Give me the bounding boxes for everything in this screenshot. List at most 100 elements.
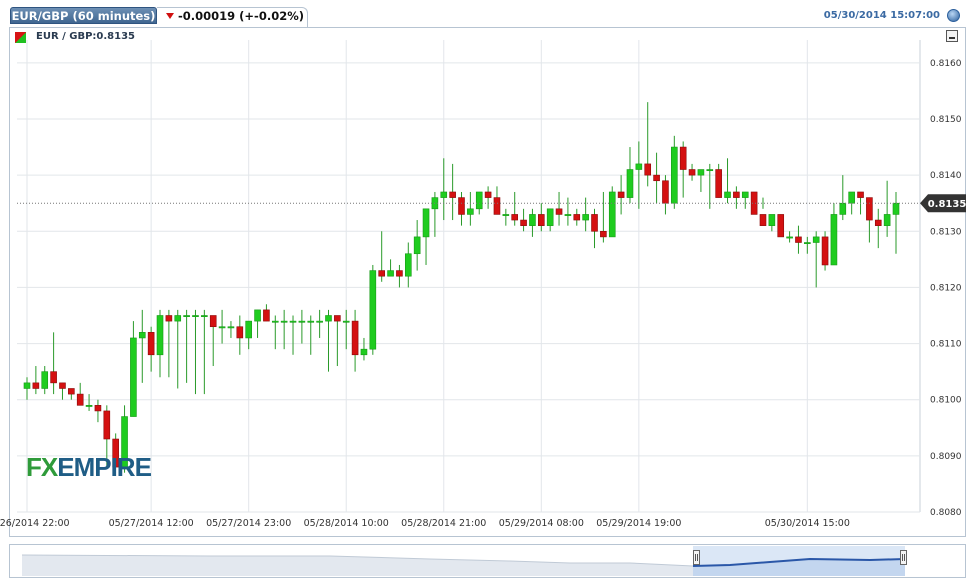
navigator-left-handle[interactable] bbox=[693, 550, 700, 565]
candle bbox=[289, 315, 297, 355]
candle-body bbox=[351, 320, 359, 356]
candle bbox=[32, 366, 40, 395]
candle-body bbox=[147, 332, 155, 356]
candle bbox=[839, 175, 847, 221]
x-axis: 05/26/2014 22:00 05/27/2014 12:00 05/27/20… bbox=[0, 518, 850, 529]
candle bbox=[812, 231, 820, 288]
candle bbox=[280, 309, 288, 350]
candle-body bbox=[23, 382, 31, 389]
candle-body bbox=[334, 315, 341, 322]
candle-body bbox=[750, 191, 758, 215]
candle bbox=[227, 321, 235, 338]
candle-body bbox=[573, 214, 581, 221]
candle-body bbox=[662, 180, 669, 204]
candle bbox=[325, 309, 332, 372]
candle-body bbox=[883, 214, 891, 226]
candle-body bbox=[786, 236, 793, 239]
candle-body bbox=[289, 320, 297, 323]
candle bbox=[573, 208, 581, 226]
candle-body bbox=[218, 326, 226, 329]
candle-body bbox=[174, 315, 182, 322]
minimize-button[interactable] bbox=[946, 30, 958, 42]
candle bbox=[121, 405, 128, 473]
candle bbox=[85, 394, 93, 411]
candle bbox=[724, 158, 731, 204]
candle-body bbox=[768, 214, 776, 226]
candle-body bbox=[138, 332, 146, 339]
candle bbox=[733, 186, 740, 209]
grid-lines bbox=[17, 40, 921, 513]
candle-body bbox=[892, 202, 900, 215]
candle bbox=[209, 315, 217, 367]
candle-body bbox=[254, 309, 261, 322]
candle-body bbox=[298, 320, 306, 323]
globe-icon[interactable] bbox=[947, 9, 960, 22]
candle bbox=[298, 309, 306, 344]
candle-body bbox=[387, 270, 394, 277]
candle-body bbox=[582, 214, 589, 221]
candle bbox=[396, 264, 403, 288]
candle bbox=[183, 309, 190, 383]
candle-body bbox=[529, 214, 536, 226]
candle bbox=[591, 208, 598, 249]
candle bbox=[883, 180, 891, 237]
instrument-tab[interactable]: EUR/GBP (60 minutes) bbox=[10, 7, 157, 24]
navigator-right-handle[interactable] bbox=[900, 550, 907, 565]
candle-body bbox=[617, 191, 625, 198]
candle-body bbox=[493, 197, 501, 215]
candle bbox=[866, 197, 873, 243]
candle-body bbox=[830, 214, 838, 266]
range-navigator[interactable] bbox=[9, 544, 966, 578]
x-tick-label: 05/27/2014 23:00 bbox=[206, 518, 291, 529]
candle-body bbox=[263, 309, 270, 322]
candle bbox=[174, 309, 182, 389]
candle bbox=[342, 309, 350, 350]
candle bbox=[511, 191, 519, 226]
candle-body bbox=[706, 169, 714, 172]
candle bbox=[600, 191, 607, 243]
last-price-tag bbox=[920, 194, 966, 213]
candle-body bbox=[316, 320, 323, 323]
candle-body bbox=[41, 371, 49, 389]
candle bbox=[759, 197, 767, 226]
candle-body bbox=[201, 315, 208, 317]
candle bbox=[688, 163, 696, 181]
candle bbox=[68, 388, 75, 400]
candle-body bbox=[546, 208, 554, 226]
candle-body bbox=[112, 438, 119, 468]
candle bbox=[156, 309, 164, 378]
candle bbox=[768, 214, 776, 232]
candle-body bbox=[777, 214, 785, 238]
candle bbox=[706, 163, 714, 209]
y-tick-label: 0.8160 bbox=[930, 59, 962, 69]
candle-body bbox=[635, 163, 643, 170]
candle-body bbox=[32, 382, 40, 389]
x-tick-label: 05/29/2014 08:00 bbox=[499, 518, 584, 529]
candle-body bbox=[795, 236, 802, 243]
candle-body bbox=[697, 169, 705, 176]
last-price-marker: 0.8135 bbox=[17, 194, 966, 213]
candle-body bbox=[280, 320, 288, 323]
candle bbox=[41, 366, 49, 395]
candle-body bbox=[874, 219, 882, 226]
candle bbox=[236, 315, 244, 355]
candle bbox=[662, 175, 669, 215]
candle-body bbox=[538, 214, 545, 226]
candle-body bbox=[555, 208, 563, 215]
y-tick-label: 0.8090 bbox=[930, 452, 962, 462]
candle bbox=[741, 191, 749, 209]
candle-body bbox=[839, 202, 847, 215]
candle bbox=[147, 326, 155, 372]
candle bbox=[458, 191, 465, 226]
candle bbox=[59, 382, 66, 400]
candle-body bbox=[600, 230, 607, 238]
candle bbox=[112, 433, 119, 468]
candle bbox=[138, 309, 146, 383]
candle bbox=[582, 197, 589, 232]
x-tick-label: 05/26/2014 22:00 bbox=[0, 518, 70, 529]
candle-body bbox=[94, 405, 102, 412]
candle bbox=[777, 214, 785, 238]
candle-body bbox=[848, 191, 855, 204]
candles bbox=[23, 102, 900, 473]
candle-body bbox=[360, 348, 368, 356]
